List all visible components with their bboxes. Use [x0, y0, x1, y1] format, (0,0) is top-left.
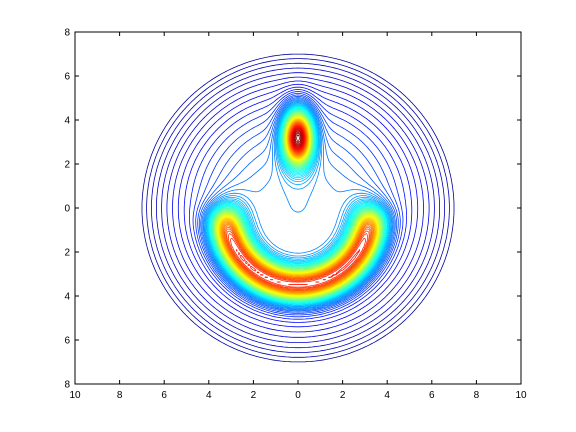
- x-tick-label: 6: [429, 390, 435, 401]
- contour-level: [183, 86, 413, 323]
- y-tick-label: 0: [64, 204, 70, 215]
- axis-ticks: [74, 31, 522, 385]
- contour-level: [295, 132, 301, 144]
- contour-level: [202, 99, 394, 310]
- x-tick-label: 10: [515, 390, 527, 401]
- x-tick-label: 4: [384, 390, 390, 401]
- contour-level: [293, 130, 303, 146]
- contour-level: [189, 89, 407, 320]
- contour-level: [201, 98, 395, 311]
- contour-level: [161, 72, 435, 343]
- contour-level: [146, 58, 450, 358]
- contour-level: [292, 129, 304, 148]
- y-tick-label: 4: [64, 292, 70, 303]
- x-tick-label: 8: [474, 390, 480, 401]
- contour-level: [293, 129, 303, 147]
- contour-level: [156, 67, 440, 349]
- contour-level: [294, 131, 302, 145]
- contour-level: [205, 103, 391, 307]
- contour-level: [198, 95, 398, 313]
- contour-level: [210, 108, 386, 303]
- contour-level: [200, 97, 396, 312]
- y-tick-label: 6: [64, 336, 70, 347]
- contour-level: [204, 101, 392, 308]
- contour-level: [151, 62, 445, 353]
- y-tick-label: 4: [64, 116, 70, 127]
- contour-level: [166, 76, 430, 338]
- contour-level: [209, 106, 387, 304]
- contour-level: [172, 80, 424, 333]
- x-tick-label: 2: [340, 390, 346, 401]
- y-tick-label: 2: [64, 248, 70, 259]
- contour-level: [296, 134, 300, 142]
- contour-level: [205, 102, 391, 308]
- contour-level: [141, 53, 455, 363]
- contour-level: [207, 104, 389, 306]
- x-tick-labels: 10 8 6 4 2 0 2 4 6 8 10: [69, 390, 527, 401]
- x-tick-label: 10: [69, 390, 81, 401]
- contour-lines: [141, 53, 455, 363]
- y-tick-labels: 8 6 4 2 0 2 4 6 8: [64, 28, 70, 391]
- contour-level: [177, 83, 419, 328]
- x-tick-label: 8: [117, 390, 123, 401]
- y-tick-label: 8: [64, 28, 70, 39]
- y-tick-label: 2: [64, 160, 70, 171]
- y-tick-label: 6: [64, 72, 70, 83]
- contour-level: [206, 104, 390, 306]
- x-tick-label: 0: [295, 390, 301, 401]
- contour-level: [224, 122, 372, 291]
- contour-level: [195, 92, 401, 316]
- x-tick-label: 2: [251, 390, 257, 401]
- x-tick-label: 4: [206, 390, 212, 401]
- contour-level: [192, 91, 404, 318]
- x-tick-label: 6: [161, 390, 167, 401]
- contour-level: [203, 100, 393, 309]
- y-tick-label: 8: [64, 380, 70, 391]
- contour-level: [208, 106, 388, 305]
- contour-level: [197, 94, 399, 314]
- contour-level: [221, 120, 375, 293]
